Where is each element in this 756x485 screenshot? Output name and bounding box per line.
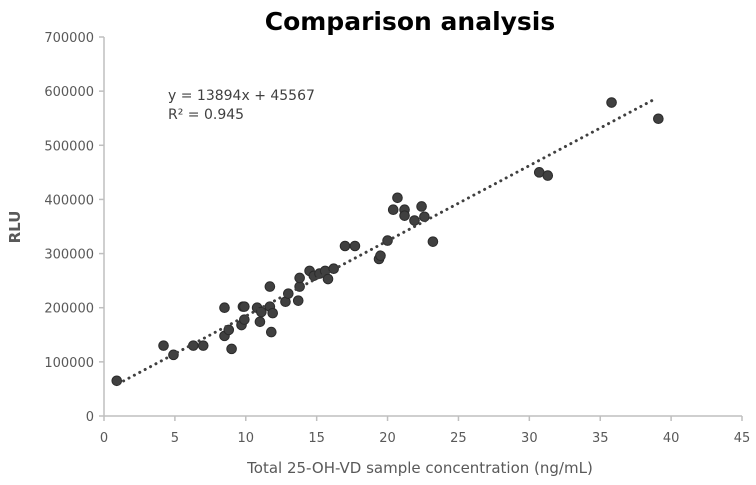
y-tick-label: 500000	[44, 139, 94, 154]
data-point	[427, 236, 439, 247]
data-point	[283, 288, 294, 299]
data-point	[265, 326, 277, 338]
x-tick-label: 35	[592, 431, 609, 446]
data-point	[254, 316, 266, 328]
y-tick-label: 200000	[44, 302, 94, 317]
data-point	[653, 113, 664, 125]
x-tick-label: 40	[663, 431, 680, 446]
data-point	[322, 273, 334, 285]
data-point	[197, 340, 209, 351]
data-point	[158, 340, 169, 351]
data-point	[239, 301, 250, 312]
x-tick-label: 5	[171, 431, 179, 446]
y-tick-label: 300000	[44, 248, 94, 263]
data-point	[416, 201, 427, 212]
x-tick-label: 0	[100, 431, 108, 446]
x-tick-label: 25	[450, 431, 467, 446]
x-tick-label: 30	[521, 431, 538, 446]
r-squared-label: R² = 0.945	[168, 107, 244, 123]
data-point	[606, 97, 617, 108]
x-axis-label: Total 25-OH-VD sample concentration (ng/…	[246, 459, 593, 477]
trendline-equation: y = 13894x + 45567	[168, 88, 315, 104]
axes: 0 5 10 15 20 25 30 35 40 45 0 100000 200000 300000 400…	[44, 31, 750, 446]
y-tick-label: 0	[86, 410, 94, 425]
data-point	[292, 295, 304, 306]
x-tick-label: 10	[238, 431, 255, 446]
data-point	[226, 343, 237, 355]
data-point	[264, 281, 276, 292]
y-axis-label: RLU	[6, 211, 24, 244]
trendline	[116, 96, 659, 386]
data-point	[219, 302, 230, 314]
y-tick-label: 700000	[44, 31, 94, 46]
data-point	[188, 340, 199, 351]
data-point	[267, 307, 279, 319]
y-tick-label: 400000	[44, 193, 94, 208]
data-point	[294, 272, 305, 284]
x-tick-label: 15	[308, 431, 325, 446]
data-point	[339, 240, 351, 252]
data-point	[392, 192, 403, 204]
x-tick-label: 45	[734, 431, 751, 446]
y-tick-label: 100000	[44, 356, 94, 371]
y-tick-label: 600000	[44, 85, 94, 100]
data-point	[399, 210, 410, 221]
data-point	[349, 240, 361, 252]
data-point	[387, 204, 399, 216]
data-points	[111, 97, 664, 387]
x-tick-label: 20	[379, 431, 396, 446]
data-point	[375, 250, 386, 262]
data-point	[542, 170, 554, 181]
data-point	[409, 215, 420, 226]
chart-title: Comparison analysis	[265, 7, 556, 36]
